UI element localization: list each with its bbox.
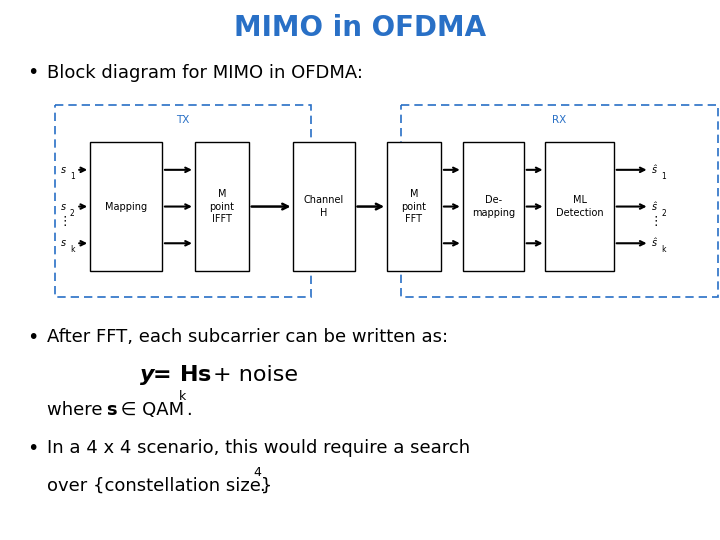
Text: •: •	[27, 63, 39, 83]
Text: •: •	[27, 438, 39, 458]
Text: s: s	[60, 238, 66, 248]
Bar	[546, 141, 614, 271]
Text: 2: 2	[662, 208, 667, 218]
Text: ŝ: ŝ	[652, 201, 657, 212]
Text: 2: 2	[70, 208, 75, 218]
Text: MIMO in OFDMA: MIMO in OFDMA	[234, 14, 486, 42]
Text: =: =	[153, 365, 171, 386]
Text: H: H	[180, 365, 199, 386]
Text: over {constellation size}: over {constellation size}	[47, 477, 272, 495]
Text: k: k	[662, 245, 666, 254]
Text: •: •	[27, 328, 39, 347]
Text: M
point
FFT: M point FFT	[402, 189, 426, 224]
Bar	[55, 105, 311, 297]
Text: De-
mapping: De- mapping	[472, 195, 515, 218]
Text: k: k	[179, 390, 186, 403]
Text: where: where	[47, 401, 108, 420]
Text: 1: 1	[70, 172, 75, 181]
Text: ML
Detection: ML Detection	[556, 195, 603, 218]
Text: ⋮: ⋮	[58, 215, 71, 228]
Text: 4: 4	[253, 466, 261, 479]
Text: s: s	[60, 201, 66, 212]
Bar	[463, 141, 523, 271]
Text: In a 4 x 4 scenario, this would require a search: In a 4 x 4 scenario, this would require …	[47, 439, 470, 457]
Text: TX: TX	[176, 116, 190, 125]
Text: Channel
H: Channel H	[304, 195, 344, 218]
Text: Block diagram for MIMO in OFDMA:: Block diagram for MIMO in OFDMA:	[47, 64, 363, 82]
Text: M
point
IFFT: M point IFFT	[210, 189, 234, 224]
Text: s: s	[107, 401, 117, 420]
Text: ∈ QAM: ∈ QAM	[115, 401, 184, 420]
Bar	[194, 141, 249, 271]
Text: 1: 1	[662, 172, 667, 181]
Text: ŝ: ŝ	[652, 165, 657, 175]
Text: .: .	[186, 401, 192, 420]
Text: RX: RX	[552, 116, 567, 125]
Text: .: .	[259, 477, 265, 495]
Text: Mapping: Mapping	[105, 201, 147, 212]
Bar	[294, 141, 355, 271]
Text: + noise: + noise	[213, 365, 298, 386]
Text: After FFT, each subcarrier can be written as:: After FFT, each subcarrier can be writte…	[47, 328, 448, 347]
Bar	[401, 105, 718, 297]
Text: k: k	[70, 245, 74, 254]
Text: s: s	[60, 165, 66, 175]
Text: y: y	[140, 365, 155, 386]
Bar	[387, 141, 441, 271]
Text: s: s	[198, 365, 211, 386]
Text: ⋮: ⋮	[649, 215, 662, 228]
Bar	[90, 141, 162, 271]
Text: ŝ: ŝ	[652, 238, 657, 248]
